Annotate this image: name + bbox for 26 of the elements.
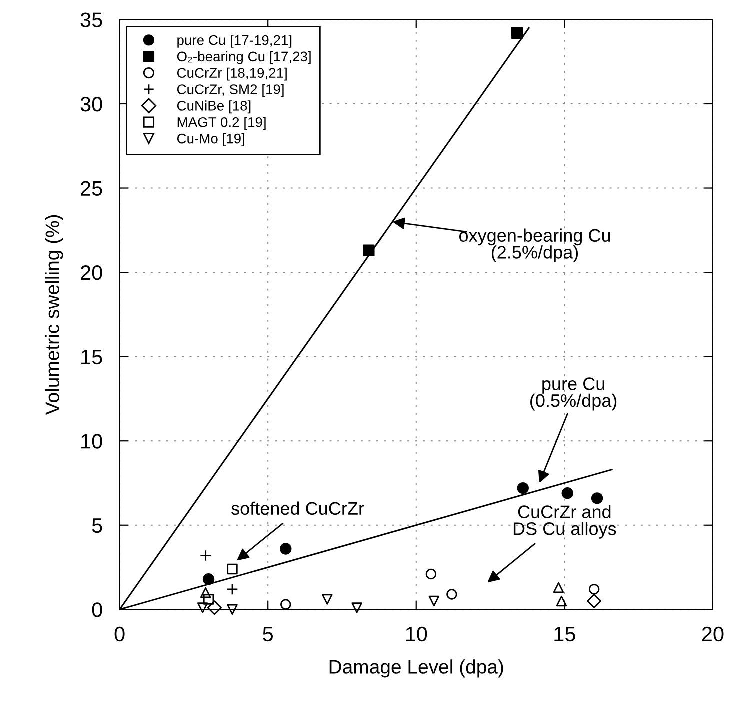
- y-tick-label: 10: [82, 434, 102, 449]
- y-tick-label: 0: [92, 602, 102, 618]
- x-tick-label: 20: [702, 626, 724, 642]
- annotation: CuCrZr and DS Cu alloys: [514, 505, 616, 539]
- y-tick-label: 30: [80, 96, 102, 112]
- annotation: pure Cu (0.5%/dpa): [530, 378, 617, 411]
- annotation: softened CuCrZr: [232, 502, 364, 516]
- y-axis-title: Volumetric swelling (%): [45, 215, 64, 416]
- x-axis-title: Damage Level (dpa): [330, 660, 504, 678]
- x-tick-label: 15: [554, 627, 576, 642]
- y-tick-label: 35: [80, 12, 102, 28]
- legend-label: CuCrZr [18,19,21]: [177, 68, 287, 81]
- legend-label: Cu-Mo [19]: [177, 134, 244, 146]
- x-tick-label: 10: [406, 626, 428, 642]
- y-tick-label: 25: [81, 181, 102, 196]
- legend-label: O₂-bearing Cu [17,23]: [177, 51, 311, 64]
- legend-label: CuNiBe [18]: [177, 100, 251, 114]
- y-tick-label: 5: [92, 518, 102, 534]
- x-tick-label: 0: [114, 626, 125, 642]
- legend-label: MAGT 0.2 [19]: [178, 117, 266, 130]
- y-tick-label: 20: [81, 266, 102, 280]
- annotation: oxygen-bearing Cu (2.5%/dpa): [459, 228, 610, 262]
- y-tick-label: 15: [82, 350, 102, 365]
- legend-label: CuCrZr, SM2 [19]: [177, 84, 284, 98]
- legend-label: pure Cu [17-19,21]: [178, 34, 292, 48]
- x-tick-label: 5: [263, 627, 274, 642]
